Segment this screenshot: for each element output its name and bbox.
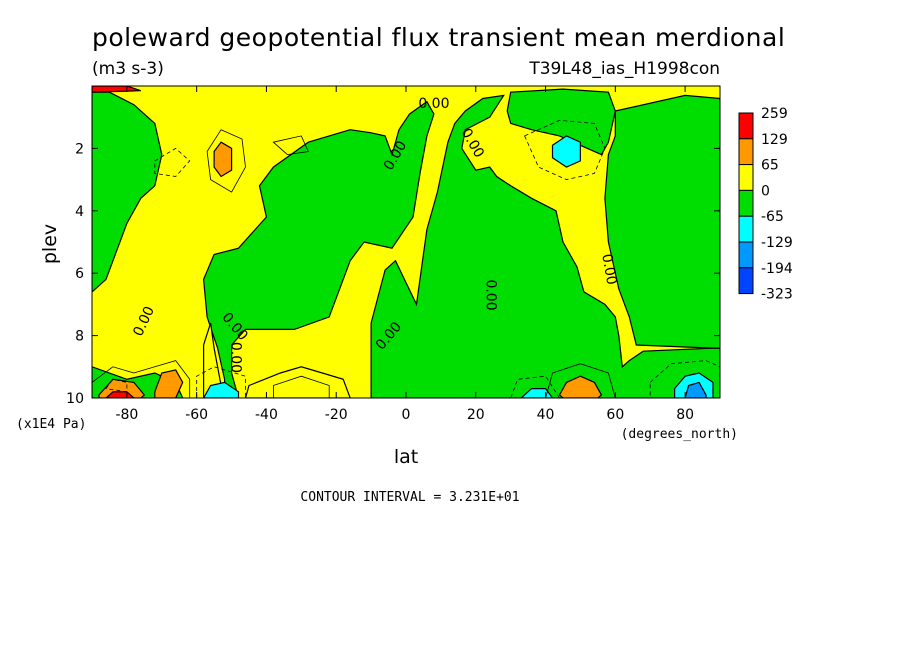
negative-contour-1 <box>154 147 191 177</box>
plot-area <box>92 86 720 398</box>
negative-contours <box>105 119 720 398</box>
legend-swatch-3 <box>738 164 754 191</box>
negative-regions <box>92 88 720 398</box>
y-tick-label: 10 <box>66 391 84 407</box>
x-tick-label: 80 <box>676 407 694 423</box>
y-units: (x1E4 Pa) <box>16 417 86 432</box>
x-axis: -80 -60 -40 -20 0 20 40 60 80 <box>115 86 694 423</box>
legend-level-7: -194 <box>761 261 793 277</box>
x-tick-label: 0 <box>402 407 411 423</box>
strong-positive-region-3 <box>154 369 184 398</box>
positive-contour-4 <box>545 363 616 398</box>
y-tick-label: 4 <box>75 204 84 220</box>
stronger-negative-region-1 <box>684 381 707 398</box>
negative-region-4 <box>604 94 720 349</box>
positive-island-2 <box>203 322 222 398</box>
y-axis: 2 4 6 8 10 <box>66 141 720 407</box>
chart-units: (m3 s-3) <box>92 59 164 79</box>
positive-contour-1 <box>206 129 246 193</box>
negative-region-3 <box>370 94 720 398</box>
chart-title: poleward geopotential flux transient mea… <box>92 23 785 52</box>
negative-contour-5 <box>196 366 246 398</box>
zero-label-8: 0.00 <box>482 279 498 310</box>
zero-label-7: 0.00 <box>228 342 244 373</box>
x-tick-label: 40 <box>537 407 555 423</box>
x-tick-label: -40 <box>255 407 278 423</box>
strong-negative-region-3 <box>520 388 554 398</box>
dataset-label: T39L48_ias_H1998con <box>528 59 720 79</box>
y-tick-label: 2 <box>75 141 84 157</box>
negative-contour-4 <box>649 360 720 398</box>
color-legend: 259 129 65 0 -65 -129 -194 -323 <box>738 106 793 303</box>
legend-level-8: -323 <box>761 287 793 303</box>
stronger-negative-regions <box>684 381 707 398</box>
positive-contour-3 <box>92 360 191 398</box>
strong-negative-region-2 <box>202 381 240 398</box>
negative-region-2 <box>202 100 435 398</box>
x-tick-label: -60 <box>185 407 208 423</box>
y-tick-label: 8 <box>75 329 84 345</box>
legend-swatch-5 <box>738 215 754 243</box>
legend-swatch-6 <box>738 241 754 269</box>
legend-swatch-2 <box>738 138 754 166</box>
positive-contours <box>92 129 616 398</box>
legend-swatch-4 <box>738 189 754 217</box>
strong-negative-region-1 <box>551 135 581 168</box>
x-tick-label: 20 <box>467 407 485 423</box>
legend-level-5: -65 <box>761 209 784 225</box>
max-positive-region-2 <box>92 86 141 93</box>
positive-contour-5 <box>273 375 330 398</box>
legend-level-1: 259 <box>761 106 788 122</box>
legend-swatch-7 <box>738 267 754 295</box>
legend-swatch-1 <box>738 112 754 140</box>
x-tick-label: -20 <box>325 407 348 423</box>
zero-label-1: 0.00 <box>418 96 449 112</box>
negative-contour-2 <box>524 119 606 181</box>
x-units: (degrees_north) <box>621 427 738 442</box>
x-tick-label: 60 <box>606 407 624 423</box>
strong-positive-region-1 <box>213 141 233 178</box>
legend-level-2: 129 <box>761 132 788 148</box>
y-axis-label: plev <box>39 224 61 264</box>
y-tick-label: 6 <box>75 266 84 282</box>
legend-level-4: 0 <box>761 183 770 199</box>
positive-contour-2 <box>272 135 309 156</box>
legend-level-6: -129 <box>761 235 793 251</box>
negative-region-1 <box>92 91 163 293</box>
zero-label-9: 0.00 <box>598 253 619 286</box>
positive-island-1 <box>244 366 351 398</box>
positive-islands <box>203 322 351 398</box>
x-axis-label: lat <box>394 446 418 468</box>
strong-positive-region-4 <box>558 375 603 398</box>
negative-contour-3 <box>105 378 128 393</box>
legend-level-3: 65 <box>761 158 779 174</box>
x-tick-label: -80 <box>115 407 138 423</box>
strong-positive-regions <box>98 141 603 398</box>
contour-interval: CONTOUR INTERVAL = 3.231E+01 <box>300 490 519 505</box>
